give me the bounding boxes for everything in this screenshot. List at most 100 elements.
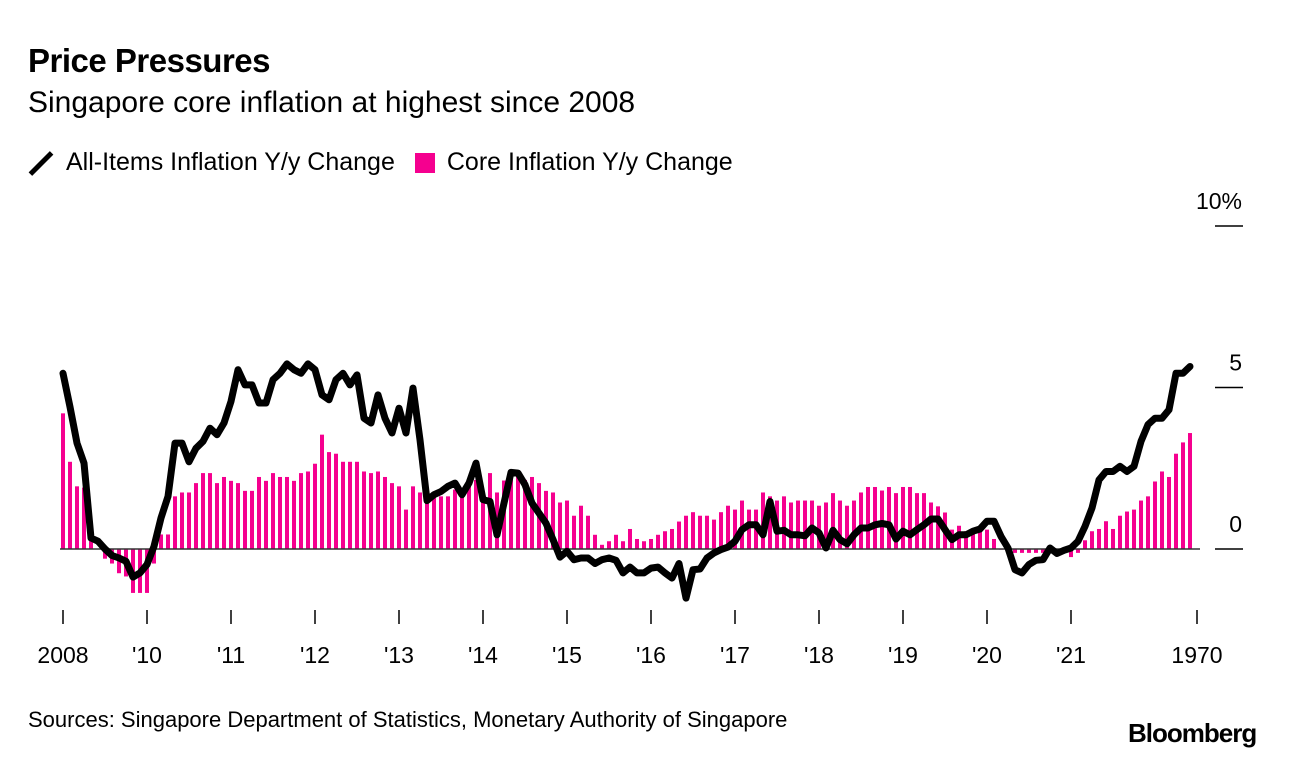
- core-bar: [152, 549, 156, 564]
- x-tick-label: '15: [552, 642, 582, 668]
- core-bar: [390, 483, 394, 549]
- legend: All-Items Inflation Y/y Change Core Infl…: [28, 148, 753, 177]
- core-bar: [733, 509, 737, 549]
- x-tick-label: '19: [888, 642, 918, 668]
- legend-label: All-Items Inflation Y/y Change: [66, 148, 395, 176]
- core-bar: [628, 528, 632, 549]
- core-bar: [656, 534, 660, 549]
- core-bar: [1097, 528, 1101, 549]
- core-bar: [453, 489, 457, 549]
- core-bar: [425, 494, 429, 549]
- core-bar: [572, 515, 576, 549]
- core-bar: [418, 492, 422, 549]
- y-axis: 10% 5 0: [1196, 188, 1243, 550]
- core-bar: [649, 538, 653, 549]
- core-bar: [362, 471, 366, 549]
- core-bar: [523, 479, 527, 549]
- core-bar: [334, 453, 338, 549]
- core-bar: [880, 490, 884, 549]
- core-bar: [222, 476, 226, 549]
- core-bar: [705, 515, 709, 549]
- core-bar: [383, 476, 387, 549]
- core-bar: [1027, 549, 1031, 553]
- y-tick-label: 10%: [1196, 188, 1242, 214]
- core-bar: [845, 505, 849, 549]
- chart-subtitle: Singapore core inflation at highest sinc…: [28, 86, 636, 119]
- core-bar: [376, 471, 380, 549]
- core-bar: [726, 505, 730, 549]
- core-bar: [1118, 515, 1122, 549]
- core-bar: [348, 461, 352, 549]
- core-bar: [719, 512, 723, 549]
- core-bar: [201, 473, 205, 549]
- core-bar: [460, 489, 464, 549]
- core-bar: [803, 500, 807, 549]
- legend-item-all-items: All-Items Inflation Y/y Change: [28, 148, 395, 177]
- core-bar: [481, 493, 485, 549]
- core-bar: [306, 471, 310, 549]
- core-bar: [747, 509, 751, 549]
- core-bar: [1174, 453, 1178, 549]
- core-bar: [1146, 496, 1150, 549]
- bloomberg-logo: Bloomberg: [1128, 718, 1257, 748]
- core-bar: [509, 474, 513, 549]
- core-bar: [971, 531, 975, 549]
- core-bar: [145, 549, 149, 593]
- core-bar: [1076, 549, 1080, 553]
- legend-label: Core Inflation Y/y Change: [446, 148, 733, 176]
- x-tick-label: '18: [804, 642, 834, 668]
- core-bar: [187, 492, 191, 549]
- core-bar: [257, 476, 261, 549]
- core-bar: [607, 541, 611, 549]
- core-bar: [915, 493, 919, 549]
- core-bar: [61, 413, 65, 549]
- core-bar: [215, 483, 219, 549]
- x-tick-label: 1970: [1171, 642, 1222, 668]
- core-bar: [1188, 433, 1192, 549]
- core-bar: [89, 539, 93, 549]
- core-bar: [579, 505, 583, 549]
- core-bar: [439, 496, 443, 549]
- core-bar: [530, 476, 534, 549]
- core-bar: [593, 534, 597, 549]
- core-bar: [411, 486, 415, 549]
- core-bar: [1090, 531, 1094, 549]
- core-bar: [292, 480, 296, 549]
- y-tick-label: 5: [1229, 350, 1242, 376]
- core-bar: [691, 512, 695, 549]
- chart-title: Price Pressures: [28, 42, 271, 79]
- core-bar: [313, 463, 317, 549]
- core-bar: [1125, 511, 1129, 549]
- core-bar: [1069, 549, 1073, 558]
- core-bar: [831, 493, 835, 549]
- core-bar: [600, 544, 604, 549]
- core-bar: [474, 479, 478, 549]
- core-bar: [978, 531, 982, 549]
- core-bar: [208, 473, 212, 549]
- core-bar: [173, 496, 177, 549]
- core-bar: [1013, 549, 1017, 553]
- core-bar: [684, 515, 688, 549]
- core-bar: [278, 476, 282, 549]
- core-bar: [712, 519, 716, 549]
- core-bar: [1139, 500, 1143, 549]
- core-bar: [243, 490, 247, 549]
- core-bar: [964, 531, 968, 549]
- x-tick-label: '21: [1056, 642, 1086, 668]
- core-bar: [432, 494, 436, 549]
- core-bar: [642, 541, 646, 549]
- core-bar: [852, 500, 856, 549]
- core-bar: [929, 502, 933, 549]
- core-bar: [236, 483, 240, 549]
- core-bar: [103, 549, 107, 559]
- x-tick-label: 2008: [37, 642, 88, 668]
- core-bar: [1020, 549, 1024, 553]
- core-bar: [285, 476, 289, 549]
- core-bar: [68, 461, 72, 549]
- core-bar: [1104, 521, 1108, 549]
- core-bar: [838, 500, 842, 549]
- core-bar: [908, 486, 912, 549]
- core-bar: [621, 541, 625, 549]
- core-bar: [677, 521, 681, 549]
